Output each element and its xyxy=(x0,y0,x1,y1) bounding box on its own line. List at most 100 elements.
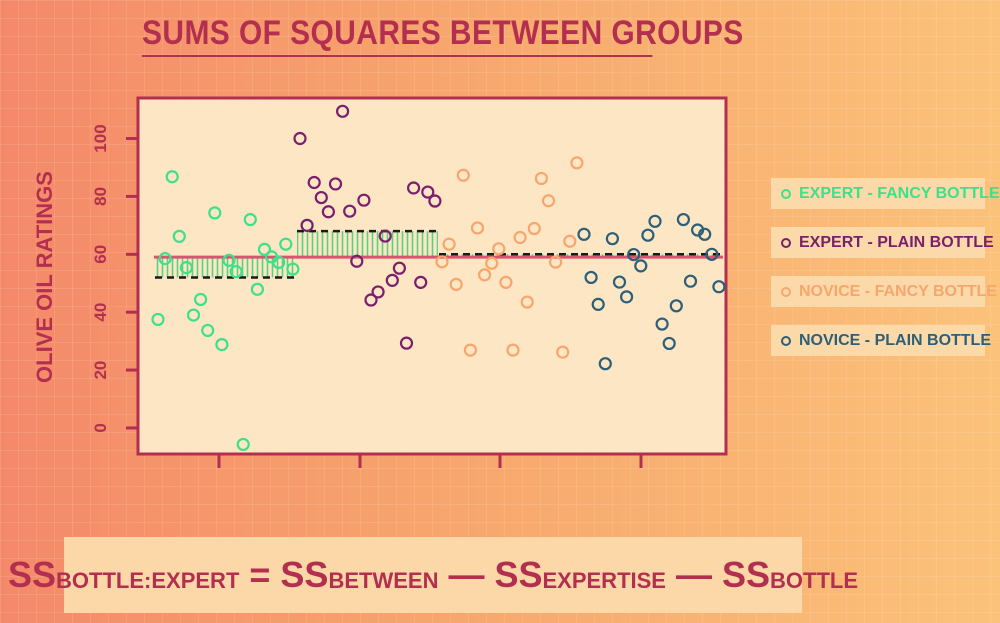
legend-item-expert-fancy: EXPERT - FANCY BOTTLE xyxy=(771,178,1000,209)
legend-item-novice-plain: NOVICE - PLAIN BOTTLE xyxy=(771,325,991,356)
data-point xyxy=(172,229,186,243)
legend: EXPERT - FANCY BOTTLE EXPERT - PLAIN BOT… xyxy=(771,178,1000,374)
legend-label: EXPERT - FANCY BOTTLE xyxy=(799,184,1000,202)
y-axis-ticks: 0 20 40 60 80 100 xyxy=(91,124,138,433)
formula-minus-2: — xyxy=(675,554,712,595)
data-point xyxy=(442,237,456,251)
y-tick-label: 20 xyxy=(91,361,110,380)
formula-lhs-subscript: BOTTLE:EXPERT xyxy=(56,568,240,593)
data-point xyxy=(563,234,577,248)
data-point xyxy=(619,290,634,304)
data-point xyxy=(328,177,343,191)
data-point xyxy=(250,282,264,296)
legend-label: NOVICE - PLAIN BOTTLE xyxy=(799,331,991,349)
data-point xyxy=(584,270,598,285)
circle-marker-icon xyxy=(781,335,791,346)
data-point xyxy=(343,204,357,218)
circle-marker-icon xyxy=(781,188,791,199)
formula-bottle-ss: SS xyxy=(721,554,770,595)
data-points xyxy=(151,104,726,452)
data-point xyxy=(208,206,222,220)
data-point xyxy=(612,275,627,289)
data-point xyxy=(279,237,293,251)
data-point xyxy=(257,242,272,256)
y-tick-label: 100 xyxy=(91,124,110,152)
data-point xyxy=(314,190,328,205)
data-point xyxy=(421,185,435,199)
data-point xyxy=(485,256,499,270)
x-axis-ticks xyxy=(217,454,643,468)
y-tick-label: 60 xyxy=(91,245,110,264)
data-point xyxy=(165,170,179,184)
formula-box: SS BOTTLE:EXPERT = SS BETWEEN — SS EXPERTIS… xyxy=(8,537,858,613)
data-point xyxy=(229,265,243,279)
data-point xyxy=(705,247,719,261)
data-point xyxy=(414,275,428,289)
data-point xyxy=(158,252,172,266)
legend-item-expert-plain: EXPERT - PLAIN BOTTLE xyxy=(771,227,994,258)
data-point xyxy=(641,228,655,242)
data-point xyxy=(577,227,591,241)
y-tick-label: 0 xyxy=(91,423,110,432)
data-point xyxy=(499,275,513,289)
data-point xyxy=(186,308,201,322)
data-point xyxy=(492,242,506,256)
data-point xyxy=(648,214,662,228)
data-point xyxy=(350,254,364,268)
data-point xyxy=(520,295,534,309)
data-point xyxy=(179,261,193,275)
formula-between-ss: SS xyxy=(280,554,329,595)
data-point xyxy=(321,205,335,219)
data-point xyxy=(336,104,350,118)
formula-bottle-subscript: BOTTLE xyxy=(770,568,858,593)
data-point xyxy=(698,227,712,241)
data-point xyxy=(534,171,549,186)
data-point xyxy=(456,168,470,182)
data-point xyxy=(286,262,300,276)
data-point xyxy=(463,343,477,357)
data-point xyxy=(548,255,563,269)
data-point xyxy=(378,229,392,243)
data-point xyxy=(236,437,250,452)
data-point xyxy=(151,312,165,327)
data-point xyxy=(364,293,378,307)
data-point xyxy=(478,268,492,282)
data-point xyxy=(300,218,314,232)
data-point xyxy=(541,194,556,208)
data-point xyxy=(371,285,385,299)
data-point xyxy=(357,193,371,207)
data-point xyxy=(399,336,414,350)
data-point xyxy=(435,255,449,269)
data-point xyxy=(634,259,648,273)
data-point xyxy=(470,221,485,235)
y-tick-label: 40 xyxy=(91,303,110,322)
data-point xyxy=(194,292,208,307)
data-point xyxy=(293,131,307,146)
data-point xyxy=(215,337,229,352)
data-point xyxy=(449,277,463,291)
circle-marker-icon xyxy=(781,237,791,248)
data-point xyxy=(669,299,683,313)
data-point xyxy=(527,221,541,236)
data-point xyxy=(201,323,215,338)
formula-minus-1: — xyxy=(448,554,485,595)
y-tick-label: 80 xyxy=(91,187,110,206)
deviation-hatch-2 xyxy=(297,231,438,258)
legend-label: EXPERT - PLAIN BOTTLE xyxy=(799,233,994,251)
data-point xyxy=(683,274,698,288)
circle-marker-icon xyxy=(781,286,791,297)
data-point xyxy=(272,255,286,269)
formula-between-subscript: BETWEEN xyxy=(328,568,439,593)
data-point xyxy=(513,230,527,245)
legend-item-novice-fancy: NOVICE - FANCY BOTTLE xyxy=(771,276,997,307)
data-point xyxy=(222,253,236,267)
data-point xyxy=(662,336,676,351)
data-point xyxy=(506,343,520,357)
data-point xyxy=(570,156,584,170)
data-point xyxy=(556,345,570,359)
formula-expertise-subscript: EXPERTISE xyxy=(542,568,666,593)
data-point xyxy=(655,317,669,331)
page-title: SUMS OF SQUARES BETWEEN GROUPS xyxy=(142,14,743,57)
data-point xyxy=(428,194,442,208)
